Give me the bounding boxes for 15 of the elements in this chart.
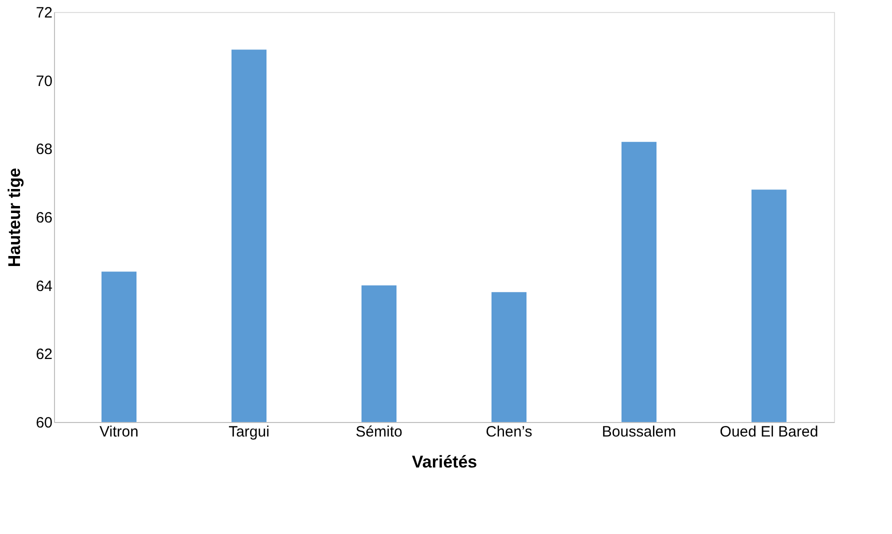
y-tick-label: 60 xyxy=(36,414,52,432)
y-axis-title: Hauteur tige xyxy=(4,168,24,268)
y-tick-label: 64 xyxy=(36,278,52,295)
x-tick-label: Targui xyxy=(228,424,270,440)
x-tick-label: Oued El Bared xyxy=(720,424,818,440)
y-tick-label: 62 xyxy=(36,346,52,364)
x-tick-label: Boussalem xyxy=(602,424,676,440)
y-tick-label: 70 xyxy=(36,72,52,90)
y-tick-label: 68 xyxy=(36,141,52,158)
x-tick-label: Chen’s xyxy=(486,424,532,440)
y-tick-label: 66 xyxy=(36,210,52,226)
x-tick-label: Vitron xyxy=(100,424,138,440)
x-axis-title: Variétés xyxy=(412,452,478,472)
x-tick-label: Sémito xyxy=(356,424,402,440)
y-tick-label: 72 xyxy=(36,4,52,22)
